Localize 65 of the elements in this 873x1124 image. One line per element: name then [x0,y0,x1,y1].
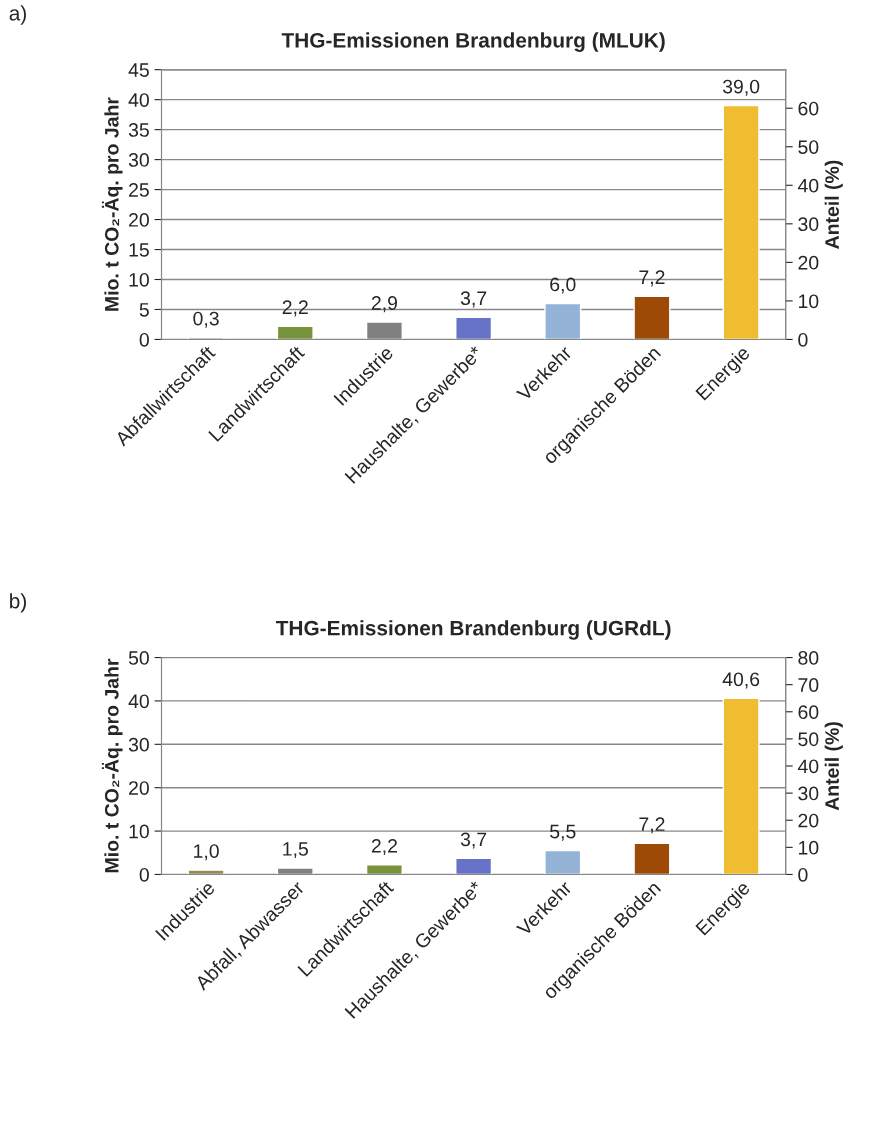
y-tick-label: 40 [128,694,149,709]
y-tick-label: 0 [139,332,149,347]
y-axis-title: Mio. t CO₂-Äq. pro Jahr [101,97,123,311]
y-tick-label: 5 [139,303,149,317]
y2-tick-label: 20 [798,813,819,828]
data-label: 2,2 [371,838,397,856]
y-tick-label: 45 [128,63,149,77]
data-label: 1,0 [194,844,219,861]
y-tick-label: 35 [128,123,149,137]
text: a) [9,5,26,25]
data-label: 7,2 [639,817,665,834]
chart-title: THG-Emissionen Brandenburg (MLUK) [281,32,665,52]
y2-tick-label: 60 [798,705,819,720]
y-tick-label: 50 [128,651,149,665]
y2-tick-label: 50 [798,732,819,747]
bar [455,857,493,875]
y2-tick-label: 70 [798,678,819,692]
y2-tick-label: 20 [798,255,819,270]
y-tick-label: 0 [139,867,149,882]
y2-tick-label: 40 [797,178,819,193]
bar [633,295,671,340]
y2-tick-label: 10 [798,840,819,855]
data-label: 3,7 [460,291,487,308]
bar [544,849,582,875]
y-tick-label: 30 [128,737,149,752]
bar [633,842,671,875]
y2-tick-label: 40 [797,759,819,774]
data-label: 2,2 [282,300,308,317]
data-label: 3,7 [460,832,487,849]
bar [722,697,760,875]
data-label: 2,9 [371,296,398,313]
y-tick-label: 10 [129,824,149,839]
y-tick-label: 30 [128,153,149,167]
chart-title: THG-Emissionen Brandenburg (UGRdL) [275,620,671,640]
y-tick-label: 10 [129,272,149,287]
y2-tick-label: 80 [798,651,819,665]
data-label: 40,6 [722,672,760,689]
y-tick-label: 25 [129,183,149,197]
bar [544,302,582,340]
y2-tick-label: 50 [798,140,819,154]
data-label: 1,5 [283,842,308,859]
data-label: 5,5 [550,824,576,841]
y2-tick-label: 10 [798,294,819,309]
data-label: 0,3 [193,311,219,328]
y-tick-label: 15 [129,243,149,257]
y2-tick-label: 60 [798,101,819,116]
y-tick-label: 20 [129,781,149,795]
y2-tick-label: 0 [798,332,808,347]
text: b) [10,593,26,613]
data-label: 7,2 [639,270,665,287]
y2-axis-title: Anteil (%) [824,722,843,811]
data-label: 39,0 [722,79,760,96]
data-label: 6,0 [550,277,576,294]
bar [365,864,403,875]
bar [276,325,314,340]
y2-tick-label: 30 [798,217,819,232]
y2-tick-label: 0 [798,867,808,882]
bar [455,316,493,340]
y-tick-label: 20 [129,213,149,227]
bar [722,104,760,340]
y2-axis-title: Anteil (%) [824,160,843,249]
y2-tick-label: 30 [798,786,819,801]
bar [187,869,225,875]
y-tick-label: 40 [128,93,149,107]
y-axis-title: Mio. t CO₂-Äq. pro Jahr [101,658,123,873]
